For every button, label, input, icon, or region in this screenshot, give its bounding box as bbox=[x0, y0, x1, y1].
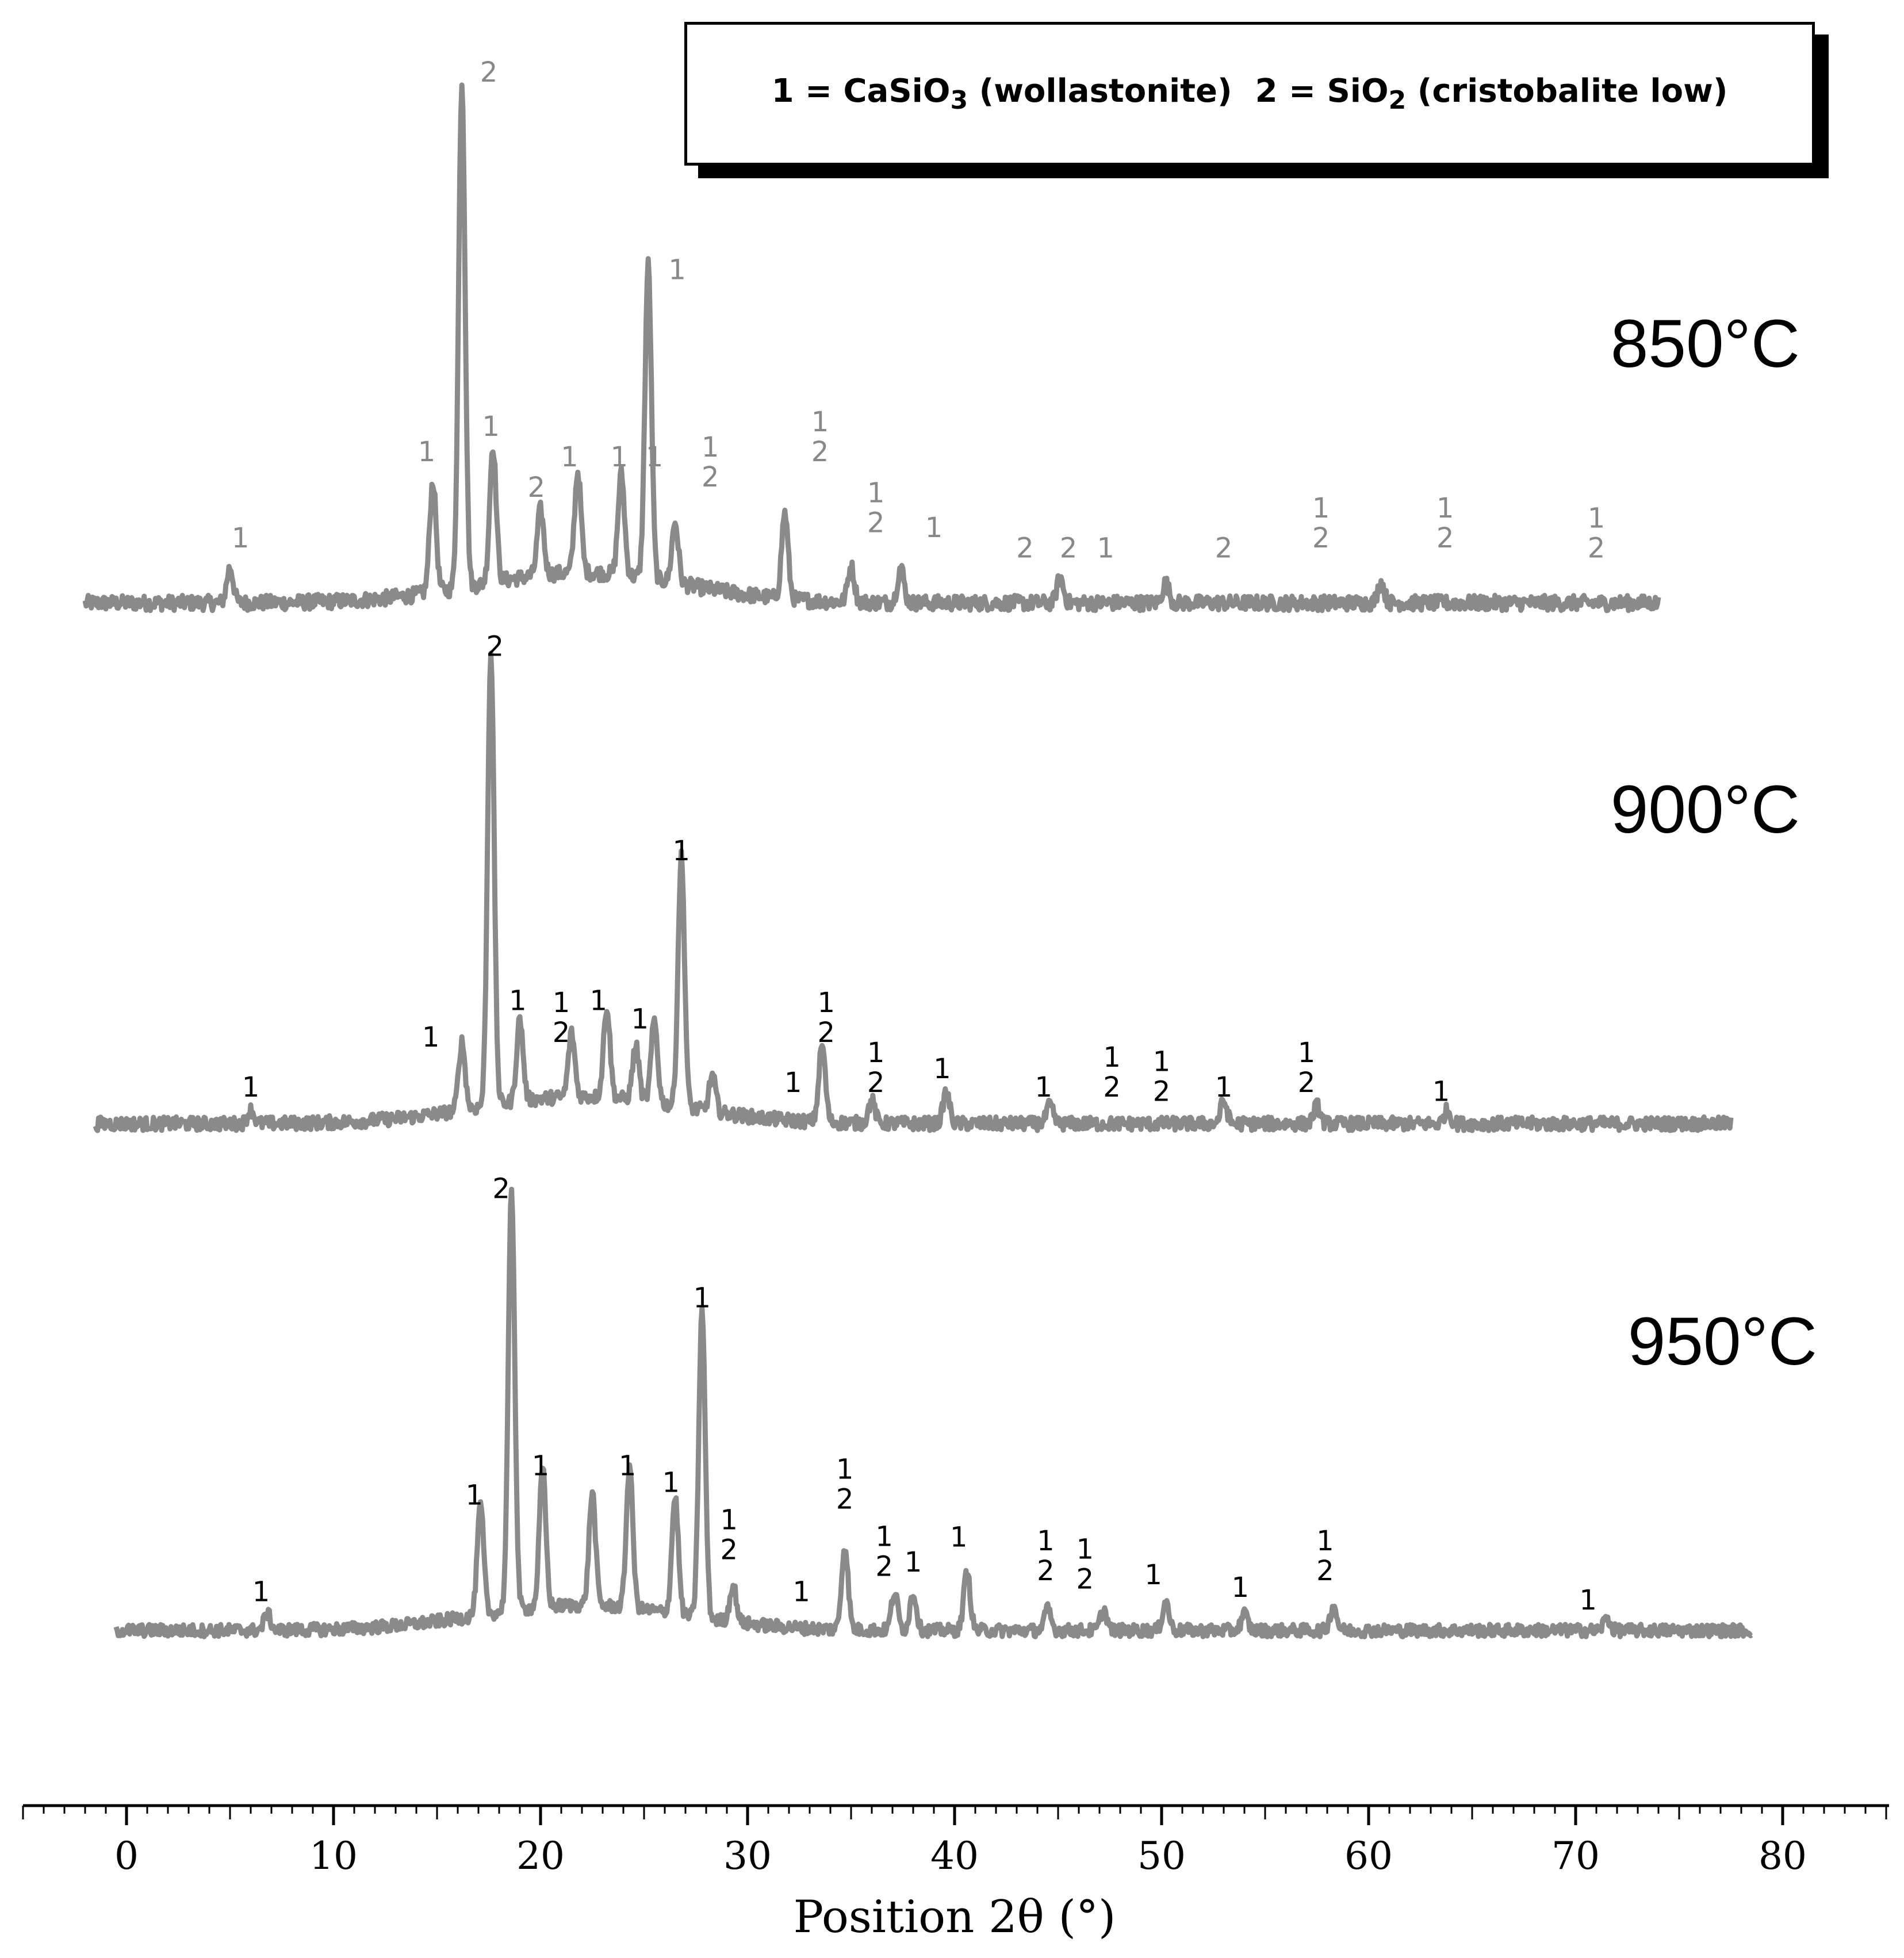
phase-label-1-6: 1 bbox=[631, 1003, 649, 1035]
x-axis: 0 10 20 30 40 50 60 70 80 bbox=[22, 1804, 1889, 1878]
phase-label-1-7: 1 bbox=[673, 835, 691, 867]
phase-label-0-1: 1 bbox=[418, 436, 436, 468]
phase-label-2-15: 1 bbox=[1144, 1559, 1162, 1591]
phase-label-2-2: 2 bbox=[492, 1173, 510, 1205]
series-line-1 bbox=[93, 650, 1734, 1133]
phase-label-2-12: 1 bbox=[950, 1521, 968, 1553]
x-tick-label-30: 30 bbox=[723, 1834, 772, 1878]
x-tick-label-60: 60 bbox=[1344, 1834, 1393, 1878]
phase-label-0-2: 2 bbox=[480, 56, 498, 89]
phase-label-1-2: 2 bbox=[486, 631, 504, 663]
x-tick-label-70: 70 bbox=[1551, 1834, 1600, 1878]
series-label-850: 850°C bbox=[1610, 306, 1800, 382]
phase-label-0-4: 2 bbox=[528, 472, 546, 504]
phase-label-2-5: 1 bbox=[662, 1467, 680, 1499]
phase-label-1-0: 1 bbox=[242, 1071, 260, 1103]
phase-label-2-0: 1 bbox=[252, 1576, 270, 1608]
phase-label-1-1: 1 bbox=[422, 1021, 440, 1053]
x-tick-label-80: 80 bbox=[1759, 1834, 1807, 1878]
x-tick-label-20: 20 bbox=[516, 1834, 565, 1878]
phase-label-1-15: 1 bbox=[1215, 1071, 1233, 1103]
phase-label-0-7: 1 bbox=[646, 441, 664, 473]
x-axis-label: Position 2θ (°) bbox=[794, 1891, 1116, 1943]
x-tick-label-0: 0 bbox=[114, 1834, 139, 1878]
phase-label-0-13: 2 bbox=[1016, 532, 1034, 564]
series-line-0 bbox=[82, 82, 1661, 614]
phase-label-2-18: 1 bbox=[1579, 1584, 1597, 1616]
phase-label-1-11: 1 bbox=[933, 1053, 951, 1085]
phase-label-1-8: 1 bbox=[784, 1067, 802, 1099]
x-tick-label-40: 40 bbox=[930, 1834, 979, 1878]
phase-label-1-5: 1 bbox=[590, 985, 608, 1017]
phase-label-0-6: 1 bbox=[611, 441, 629, 473]
legend-entry-1: 1 = CaSiO3 (wollastonite) bbox=[771, 72, 1232, 116]
series-label-900: 900°C bbox=[1610, 772, 1800, 848]
phase-label-0-0: 1 bbox=[232, 522, 250, 554]
phase-label-2-3: 1 bbox=[532, 1450, 550, 1482]
series-label-950: 950°C bbox=[1627, 1304, 1817, 1380]
phase-label-0-5: 1 bbox=[561, 441, 579, 473]
phase-label-0-15: 1 bbox=[1097, 532, 1115, 564]
phase-label-1-3: 1 bbox=[509, 985, 527, 1017]
series-line-2 bbox=[113, 1186, 1753, 1639]
phase-label-0-12: 1 bbox=[925, 512, 943, 544]
phase-label-2-8: 1 bbox=[792, 1576, 810, 1608]
phase-label-2-6: 1 bbox=[694, 1282, 711, 1314]
phase-label-2-4: 1 bbox=[619, 1450, 637, 1482]
phase-label-0-16: 2 bbox=[1215, 532, 1233, 564]
phase-label-2-16: 1 bbox=[1232, 1572, 1250, 1604]
phase-label-0-3: 1 bbox=[482, 411, 500, 443]
phase-label-1-17: 1 bbox=[1432, 1076, 1450, 1108]
x-tick-label-10: 10 bbox=[309, 1834, 358, 1878]
phase-label-1-12: 1 bbox=[1035, 1071, 1053, 1103]
x-tick-label-50: 50 bbox=[1137, 1834, 1186, 1878]
phase-label-0-8: 1 bbox=[668, 254, 686, 286]
legend-entry-2: 2 = SiO2 (cristobalite low) bbox=[1255, 72, 1728, 116]
phase-label-2-1: 1 bbox=[466, 1479, 484, 1511]
phase-label-2-11: 1 bbox=[905, 1546, 922, 1578]
legend: 1 = CaSiO3 (wollastonite) 2 = SiO2 (cris… bbox=[684, 22, 1815, 166]
phase-label-0-14: 2 bbox=[1060, 532, 1078, 564]
